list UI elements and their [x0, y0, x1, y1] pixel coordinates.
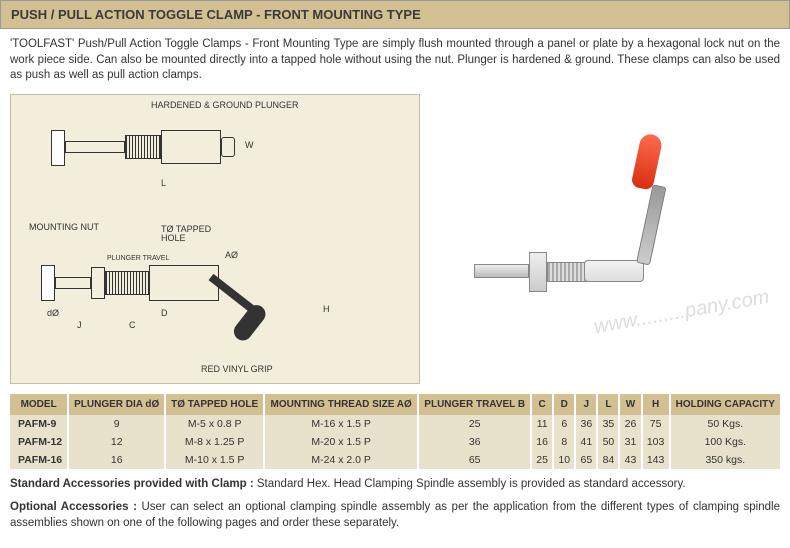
dim-W: W — [245, 141, 254, 151]
table-body: PAFM-99M-5 x 0.8 PM-16 x 1.5 P2511636352… — [10, 415, 780, 469]
label-travel: PLUNGER TRAVEL — [107, 255, 169, 263]
table-cell: 31 — [619, 433, 641, 451]
dim-AO: AØ — [225, 251, 238, 261]
specifications-table: MODELPLUNGER DIA dØTØ TAPPED HOLEMOUNTIN… — [10, 394, 780, 469]
table-col-header: PLUNGER TRAVEL B — [418, 394, 531, 415]
table-cell: 50 Kgs. — [670, 415, 780, 433]
table-col-header: TØ TAPPED HOLE — [165, 394, 264, 415]
dim-L: L — [161, 179, 166, 189]
label-tapped: TØ TAPPED HOLE — [161, 225, 221, 245]
photo-thread — [547, 262, 587, 282]
dwg-rod2 — [55, 277, 91, 289]
table-cell: 25 — [418, 415, 531, 433]
table-cell: PAFM-16 — [10, 451, 68, 469]
dwg-cap — [221, 137, 235, 157]
table-cell: 65 — [575, 451, 597, 469]
dwg-rod — [65, 141, 125, 153]
table-col-header: L — [597, 394, 619, 415]
table-cell: 12 — [68, 433, 165, 451]
table-cell: M-10 x 1.5 P — [165, 451, 264, 469]
table-cell: M-24 x 2.0 P — [264, 451, 418, 469]
table-cell: M-20 x 1.5 P — [264, 433, 418, 451]
table-cell: 6 — [553, 415, 575, 433]
std-acc-text: Standard Hex. Head Clamping Spindle asse… — [257, 478, 686, 490]
table-cell: 36 — [418, 433, 531, 451]
table-cell: 10 — [553, 451, 575, 469]
table-cell: 143 — [642, 451, 670, 469]
standard-accessories: Standard Accessories provided with Clamp… — [0, 477, 790, 501]
table-col-header: PLUNGER DIA dØ — [68, 394, 165, 415]
table-col-header: J — [575, 394, 597, 415]
table-cell: M-8 x 1.25 P — [165, 433, 264, 451]
label-grip: RED VINYL GRIP — [201, 365, 273, 375]
table-cell: PAFM-12 — [10, 433, 68, 451]
table-row: PAFM-99M-5 x 0.8 PM-16 x 1.5 P2511636352… — [10, 415, 780, 433]
optional-accessories: Optional Accessories : User can select a… — [0, 500, 790, 539]
table-col-header: D — [553, 394, 575, 415]
dwg-nut — [91, 267, 105, 299]
label-nut: MOUNTING NUT — [29, 223, 99, 233]
table-col-header: W — [619, 394, 641, 415]
photo-handle — [636, 184, 666, 265]
table-col-header: MODEL — [10, 394, 68, 415]
table-cell: 350 kgs. — [670, 451, 780, 469]
photo-link — [584, 260, 644, 282]
table-cell: 75 — [642, 415, 670, 433]
table-cell: 103 — [642, 433, 670, 451]
table-cell: 100 Kgs. — [670, 433, 780, 451]
table-cell: 26 — [619, 415, 641, 433]
dwg-thread-top — [125, 135, 161, 159]
table-cell: 84 — [597, 451, 619, 469]
opt-acc-label: Optional Accessories : — [10, 501, 141, 513]
table-cell: 36 — [575, 415, 597, 433]
table-cell: 16 — [531, 433, 553, 451]
title-bar: PUSH / PULL ACTION TOGGLE CLAMP - FRONT … — [0, 0, 790, 29]
dim-H: H — [323, 305, 330, 315]
table-cell: 41 — [575, 433, 597, 451]
table-cell: 9 — [68, 415, 165, 433]
table-col-header: HOLDING CAPACITY — [670, 394, 780, 415]
photo-shaft — [474, 264, 529, 278]
page-title: PUSH / PULL ACTION TOGGLE CLAMP - FRONT … — [11, 7, 779, 22]
dwg-thread2 — [105, 271, 149, 295]
table-cell: M-5 x 0.8 P — [165, 415, 264, 433]
photo-grip — [631, 132, 664, 190]
dim-dO: dØ — [47, 309, 59, 319]
dim-D: D — [161, 309, 168, 319]
table-col-header: C — [531, 394, 553, 415]
table-cell: 16 — [68, 451, 165, 469]
table-cell: M-16 x 1.5 P — [264, 415, 418, 433]
dwg-end2 — [41, 265, 55, 301]
table-cell: PAFM-9 — [10, 415, 68, 433]
dwg-body-top — [161, 130, 221, 164]
table-col-header: H — [642, 394, 670, 415]
dim-J: J — [77, 321, 82, 331]
table-row: PAFM-1212M-8 x 1.25 PM-20 x 1.5 P3616841… — [10, 433, 780, 451]
table-cell: 8 — [553, 433, 575, 451]
table-cell: 43 — [619, 451, 641, 469]
table-cell: 11 — [531, 415, 553, 433]
dwg-end — [51, 130, 65, 166]
dwg-grip — [230, 301, 269, 344]
table-cell: 25 — [531, 451, 553, 469]
table-header-row: MODELPLUNGER DIA dØTØ TAPPED HOLEMOUNTIN… — [10, 394, 780, 415]
intro-paragraph: 'TOOLFAST' Push/Pull Action Toggle Clamp… — [0, 29, 790, 94]
visuals-row: HARDENED & GROUND PLUNGER W L MOUNTING N… — [0, 94, 790, 394]
table-cell: 50 — [597, 433, 619, 451]
table-cell: 65 — [418, 451, 531, 469]
table-row: PAFM-1616M-10 x 1.5 PM-24 x 2.0 P6525106… — [10, 451, 780, 469]
dim-C: C — [129, 321, 136, 331]
technical-diagram: HARDENED & GROUND PLUNGER W L MOUNTING N… — [10, 94, 420, 384]
photo-nut — [529, 252, 547, 292]
label-plunger: HARDENED & GROUND PLUNGER — [151, 101, 299, 111]
std-acc-label: Standard Accessories provided with Clamp… — [10, 478, 257, 490]
table-cell: 35 — [597, 415, 619, 433]
dwg-body2 — [149, 265, 219, 301]
table-col-header: MOUNTING THREAD SIZE AØ — [264, 394, 418, 415]
product-photo: www.........pany.com — [428, 94, 780, 384]
